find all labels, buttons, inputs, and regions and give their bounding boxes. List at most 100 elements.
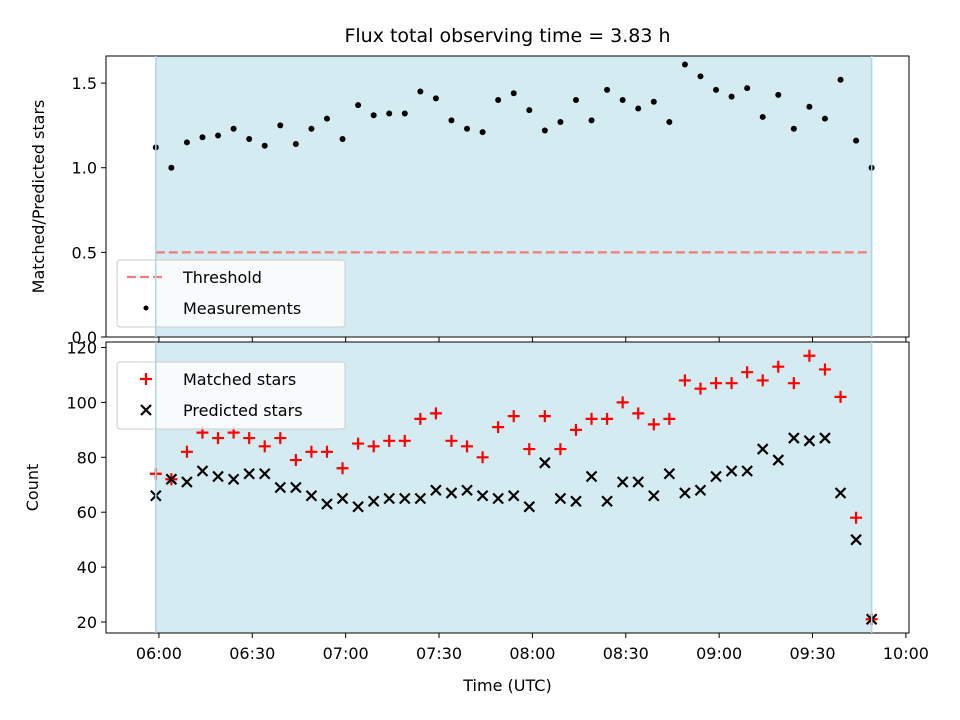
- measurements-point: [448, 117, 455, 124]
- y-tick-label: 1.5: [72, 74, 97, 93]
- matched-stars-point: [414, 412, 427, 425]
- measurements-point: [837, 76, 844, 83]
- matched-stars-point: [461, 440, 474, 453]
- bottom-y-ticks: 20 40 60 80 100 120: [66, 338, 106, 632]
- matched-stars-point: [678, 374, 691, 387]
- predicted-stars-point: [399, 492, 411, 505]
- legend-label-predicted-stars: Predicted stars: [183, 401, 303, 420]
- y-tick-label: 40: [77, 558, 97, 577]
- predicted-stars-point: [523, 500, 536, 513]
- measurements-point: [806, 103, 813, 110]
- measurements-point: [666, 119, 673, 126]
- measurements-point: [635, 105, 642, 112]
- predicted-stars-point: [336, 492, 349, 505]
- matched-stars-point: [445, 434, 458, 447]
- legend-label-threshold: Threshold: [182, 268, 262, 287]
- predicted-stars-point: [305, 489, 318, 502]
- measurements-point: [495, 97, 502, 104]
- x-tick-label: 10:00: [883, 644, 929, 663]
- predicted-stars-point: [648, 489, 660, 502]
- bottom-y-axis-label: Count: [23, 464, 42, 512]
- predicted-stars-point: [290, 481, 302, 494]
- predicted-stars-point: [741, 465, 753, 477]
- legend-swatch-predicted-stars: [140, 404, 152, 416]
- x-tick-label: 06:30: [229, 644, 275, 663]
- measurements-point: [261, 142, 268, 149]
- legend-label-matched-stars: Matched stars: [183, 370, 296, 389]
- measurements-point: [713, 86, 720, 93]
- measurements-point: [697, 73, 704, 80]
- predicted-stars-point: [430, 484, 442, 497]
- predicted-stars-point: [694, 484, 707, 497]
- legend-swatch-measurements: [143, 305, 149, 311]
- matched-stars-point: [274, 432, 287, 445]
- measurements-point: [199, 134, 206, 141]
- measurements-point: [650, 98, 657, 105]
- x-tick-label: 08:30: [603, 644, 649, 663]
- matched-stars-point: [258, 440, 271, 453]
- matched-stars-point: [320, 445, 333, 458]
- y-tick-label: 0.0: [72, 328, 97, 347]
- measurements-point: [292, 141, 299, 148]
- measurements-point: [355, 102, 362, 109]
- top-legend: Threshold Measurements: [116, 259, 346, 328]
- legend-label-measurements: Measurements: [183, 299, 301, 318]
- predicted-stars-point: [507, 489, 520, 502]
- bottom-legend: Matched stars Predicted stars: [116, 361, 346, 430]
- predicted-stars-point: [492, 492, 504, 505]
- predicted-stars-point: [710, 470, 722, 483]
- predicted-stars-point: [601, 495, 613, 508]
- measurements-point: [277, 122, 284, 129]
- matched-stars-point: [787, 377, 800, 390]
- predicted-stars-point: [321, 498, 333, 510]
- measurements-point: [775, 91, 782, 98]
- predicted-stars-point: [212, 470, 224, 483]
- predicted-stars-point: [181, 476, 193, 488]
- predicted-stars-point: [850, 533, 862, 546]
- matched-stars-point: [616, 396, 629, 409]
- matched-stars-point: [647, 418, 660, 431]
- legend-box: [116, 361, 346, 430]
- measurements-point: [479, 129, 486, 136]
- matched-stars-point: [305, 445, 318, 458]
- matched-stars-point: [352, 437, 365, 450]
- matched-stars-point: [834, 390, 847, 403]
- predicted-stars-point: [461, 484, 473, 497]
- matched-stars-point: [336, 462, 349, 475]
- matched-stars-point: [772, 360, 785, 373]
- bottom-panel: 20 40 60 80 100 120 06:00 06:30 07:00 07:30 08:00…: [23, 338, 929, 695]
- predicted-stars-point: [616, 476, 629, 488]
- matched-stars-point: [818, 363, 831, 376]
- x-tick-label: 08:00: [509, 644, 555, 663]
- bottom-x-ticks: 06:00 06:30 07:00 07:30 08:00 08:30 09:00 09:30…: [136, 633, 929, 663]
- measurements-point: [728, 93, 735, 100]
- predicted-stars-point: [834, 487, 847, 499]
- measurements-point: [790, 125, 797, 132]
- measurements-point: [230, 125, 237, 132]
- predicted-stars-point: [414, 492, 427, 505]
- matched-stars-point: [741, 366, 754, 379]
- matched-stars-point: [756, 374, 769, 387]
- measurements-point: [308, 125, 315, 132]
- measurements-point: [215, 132, 222, 139]
- top-panel: 0.0 0.5 1.0 1.5 Flux total observing time =…: [29, 25, 910, 347]
- measurements-point: [541, 127, 548, 134]
- predicted-stars-point: [445, 487, 458, 499]
- predicted-stars-point: [570, 495, 582, 508]
- matched-stars-point: [476, 451, 489, 464]
- measurements-point: [604, 86, 611, 93]
- measurements-point: [386, 110, 393, 117]
- measurements-point: [246, 135, 253, 142]
- measurements-point: [619, 97, 626, 104]
- predicted-stars-point: [725, 465, 738, 477]
- bottom-count-points: [149, 349, 878, 626]
- chart-title: Flux total observing time = 3.83 h: [344, 25, 670, 47]
- measurements-point: [370, 112, 377, 119]
- matched-stars-point: [554, 443, 567, 456]
- measurements-point: [464, 125, 471, 132]
- measurements-point: [744, 85, 751, 92]
- top-y-axis-label: Matched/Predicted stars: [29, 100, 48, 294]
- matched-stars-point: [289, 454, 302, 467]
- matched-stars-point: [212, 432, 225, 445]
